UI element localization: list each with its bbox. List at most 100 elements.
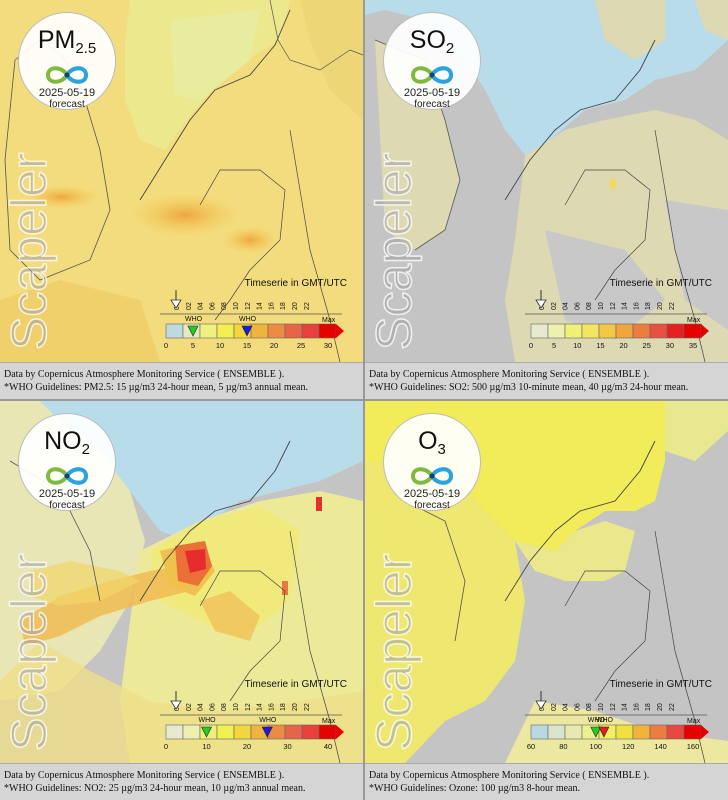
- legend-color-box: [581, 323, 600, 339]
- timeserie-label: Timeserie in GMT/UTC: [609, 278, 712, 289]
- watermark-text: Scapeler: [369, 153, 422, 350]
- who-marker-icon: [187, 325, 199, 337]
- legend-scale-value: 0: [164, 742, 168, 751]
- hour-tick-label: 14: [257, 703, 264, 711]
- timeserie-label: Timeserie in GMT/UTC: [244, 679, 347, 690]
- time-marker-icon: [535, 700, 547, 710]
- who-guideline-text: *WHO Guidelines: PM2.5: 15 µg/m3 24-hour…: [4, 382, 308, 393]
- legend-scale-value: 20: [243, 742, 251, 751]
- pollutant-badge: NO2 2025-05-19 forecast: [18, 413, 116, 511]
- who-label: WHO: [259, 717, 277, 724]
- pollutant-sub: 2: [81, 441, 90, 458]
- legend-max-label: Max: [687, 718, 701, 725]
- legend-scale-value: 40: [324, 742, 332, 751]
- legend: 000204060810121416182022WHOWHOMax0102030…: [160, 691, 344, 751]
- who-marker-icon: [261, 726, 273, 738]
- legend-arrow-icon: [336, 725, 344, 739]
- legend-color-box: [530, 323, 549, 339]
- who-label: WHO: [185, 316, 203, 323]
- footer: Data by Copernicus Atmosphere Monitoring…: [0, 362, 363, 399]
- pollutant-badge: PM2.5 2025-05-19 forecast: [18, 12, 116, 110]
- panel-pm25: Scapeler PM2.5 2025-05-19 forecast Times…: [0, 0, 363, 399]
- hour-tick-label: 16: [633, 302, 640, 310]
- legend-scale-value: 30: [666, 341, 674, 350]
- hour-tick-label: 18: [645, 302, 652, 310]
- legend-arrow-icon: [701, 725, 709, 739]
- copernicus-logo-icon: [410, 467, 454, 485]
- legend-color-box: [199, 323, 218, 339]
- legend-max-label: Max: [322, 718, 336, 725]
- legend-color-box: [216, 323, 235, 339]
- legend-scale-value: 0: [164, 341, 168, 350]
- hour-tick-label: 02: [186, 703, 193, 711]
- forecast-date: 2025-05-19: [38, 488, 96, 500]
- who-marker-icon: [241, 325, 253, 337]
- legend: 000204060810121416182022WHOWHOMax0510152…: [160, 290, 344, 350]
- legend-scale-value: 0: [529, 341, 533, 350]
- pollutant-title: SO2: [384, 27, 480, 62]
- panel-o3: Scapeler O3 2025-05-19 forecast Timeseri…: [365, 401, 728, 800]
- pollutant-badge: SO2 2025-05-19 forecast: [383, 12, 481, 110]
- legend-color-box: [318, 724, 337, 740]
- hour-tick-label: 20: [292, 302, 299, 310]
- hour-tick-label: 12: [610, 302, 617, 310]
- time-marker-icon: [535, 299, 547, 309]
- legend-scale-value: 20: [270, 341, 278, 350]
- forecast-date: 2025-05-19: [38, 87, 96, 99]
- legend-scale-value: 30: [324, 341, 332, 350]
- who-marker-icon: [201, 726, 212, 738]
- watermark-text: Scapeler: [369, 554, 422, 751]
- hour-tick-label: 08: [221, 703, 228, 711]
- legend: 000204060810121416182022Max0510152025303…: [525, 290, 709, 350]
- legend-scale-value: 5: [191, 341, 195, 350]
- hour-tick-label: 10: [233, 302, 240, 310]
- legend-color-box: [632, 724, 651, 740]
- legend-scale-value: 160: [687, 742, 700, 751]
- forecast-date: 2025-05-19: [403, 488, 461, 500]
- legend-color-box: [284, 724, 303, 740]
- time-marker-icon: [170, 299, 182, 309]
- pollutant-sub: 2: [445, 40, 455, 57]
- scapeler-watermark: Scapeler: [369, 152, 423, 351]
- who-label: WHO: [239, 316, 257, 323]
- footer: Data by Copernicus Atmosphere Monitoring…: [0, 763, 363, 800]
- panel-so2: Scapeler SO2 2025-05-19 forecast Timeser…: [365, 0, 728, 399]
- panel-no2: Scapeler NO2 2025-05-19 forecast Timeser…: [0, 401, 363, 800]
- hour-tick-label: 20: [657, 703, 664, 711]
- legend-color-box: [615, 724, 634, 740]
- pollutant-main: NO: [44, 427, 82, 455]
- legend-scale-value: 10: [202, 742, 210, 751]
- legend-color-box: [301, 323, 320, 339]
- hour-tick-label: 14: [257, 302, 264, 310]
- legend-color-box: [666, 323, 685, 339]
- legend-color-box: [165, 724, 184, 740]
- legend-color-box: [564, 724, 583, 740]
- copernicus-logo-icon: [410, 66, 454, 84]
- pollutant-sub: 3: [437, 441, 446, 458]
- data-source-text: Data by Copernicus Atmosphere Monitoring…: [4, 770, 285, 781]
- hour-tick-label: 08: [586, 302, 593, 310]
- hour-tick-label: 22: [304, 302, 311, 310]
- legend-color-box: [233, 724, 252, 740]
- legend-scale-value: 35: [689, 341, 697, 350]
- pollutant-title: O3: [384, 428, 480, 463]
- hour-tick-label: 16: [268, 302, 275, 310]
- legend-color-box: [632, 323, 651, 339]
- legend-arrow-icon: [336, 324, 344, 338]
- hour-tick-label: 22: [669, 703, 676, 711]
- legend-color-box: [530, 724, 549, 740]
- hour-tick-label: 16: [268, 703, 275, 711]
- who-marker-icon: [598, 726, 610, 738]
- who-label: WHO: [596, 717, 614, 724]
- pollutant-title: PM2.5: [19, 27, 115, 62]
- hour-tick-label: 22: [669, 302, 676, 310]
- pollutant-main: SO: [409, 26, 446, 54]
- legend-scale-value: 20: [619, 341, 627, 350]
- hour-tick-label: 08: [221, 302, 228, 310]
- who-guideline-text: *WHO Guidelines: Ozone: 100 µg/m3 8-hour…: [369, 783, 580, 794]
- hour-tick-label: 18: [280, 302, 287, 310]
- scapeler-watermark: Scapeler: [4, 553, 58, 752]
- hour-tick-label: 06: [574, 703, 581, 711]
- copernicus-logo-icon: [45, 467, 89, 485]
- legend-color-box: [216, 724, 235, 740]
